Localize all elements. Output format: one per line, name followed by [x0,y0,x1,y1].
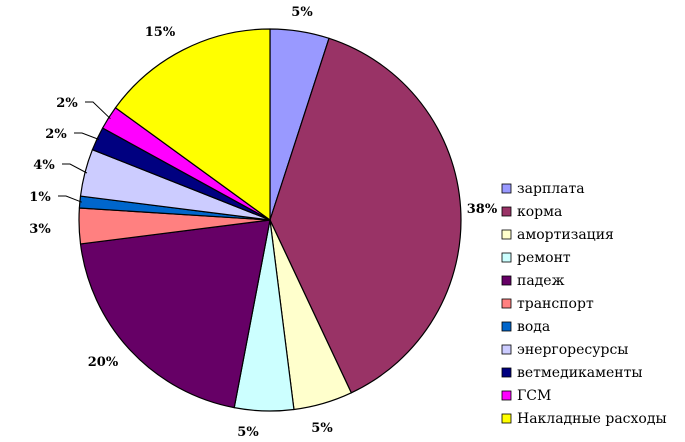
legend-swatch-энергоресурсы [501,344,512,355]
legend-label-гсм: ГСМ [517,388,551,404]
data-label-амортизация: 5% [311,421,333,436]
pie-slices [78,28,462,412]
legend-label-корма: корма [517,204,562,220]
data-label-ветмедикаменты: 2% [45,127,67,142]
data-label-зарплата: 5% [291,5,313,20]
legend-label-падеж: падеж [517,273,565,289]
label-leader-lines [58,101,111,203]
data-label-ремонт: 5% [237,425,259,438]
pie-slice-накладные-расходы [114,28,271,221]
legend-label-ремонт: ремонт [517,250,571,266]
legend-swatch-зарплата [501,183,512,194]
legend-label-накладные-расходы: Накладные расходы [517,411,667,427]
data-label-вода: 1% [29,190,51,205]
legend-label-энергоресурсы: энергоресурсы [517,342,628,358]
legend-swatch-вода [501,321,512,332]
data-label-корма: 38% [467,202,498,217]
legend-swatch-ремонт [501,252,512,263]
leader-line-ветмедикаменты [74,132,100,140]
data-label-энергоресурсы: 4% [33,158,55,173]
legend-swatch-амортизация [501,229,512,240]
data-labels: 5% 38% 5% 5% 20% 3% 1% 4% 2% 2% 15% [29,5,498,440]
pie-slice-падеж [79,219,271,409]
legend-label-амортизация: амортизация [517,227,614,243]
legend-swatch-ветмедикаменты [501,367,512,378]
legend-swatch-накладные-расходы [501,413,512,424]
legend-swatch-падеж [501,275,512,286]
legend-label-зарплата: зарплата [517,181,585,197]
data-label-гсм: 2% [56,96,78,111]
leader-line-вода [58,195,82,203]
legend-swatch-гсм [501,390,512,401]
data-label-накладные-расходы: 15% [145,25,176,40]
legend: зарплата корма амортизация ремонт падеж транс… [501,181,667,427]
data-label-транспорт: 3% [29,222,51,237]
leader-line-энергоресурсы [62,163,88,174]
data-label-падеж: 20% [88,355,119,370]
legend-label-ветмедикаменты: ветмедикаменты [517,365,643,381]
pie-slice-корма [269,37,462,394]
legend-label-транспорт: транспорт [517,296,594,312]
leader-line-гсм [85,101,111,120]
legend-label-вода: вода [517,319,550,335]
legend-swatch-транспорт [501,298,512,309]
legend-swatch-корма [501,206,512,217]
